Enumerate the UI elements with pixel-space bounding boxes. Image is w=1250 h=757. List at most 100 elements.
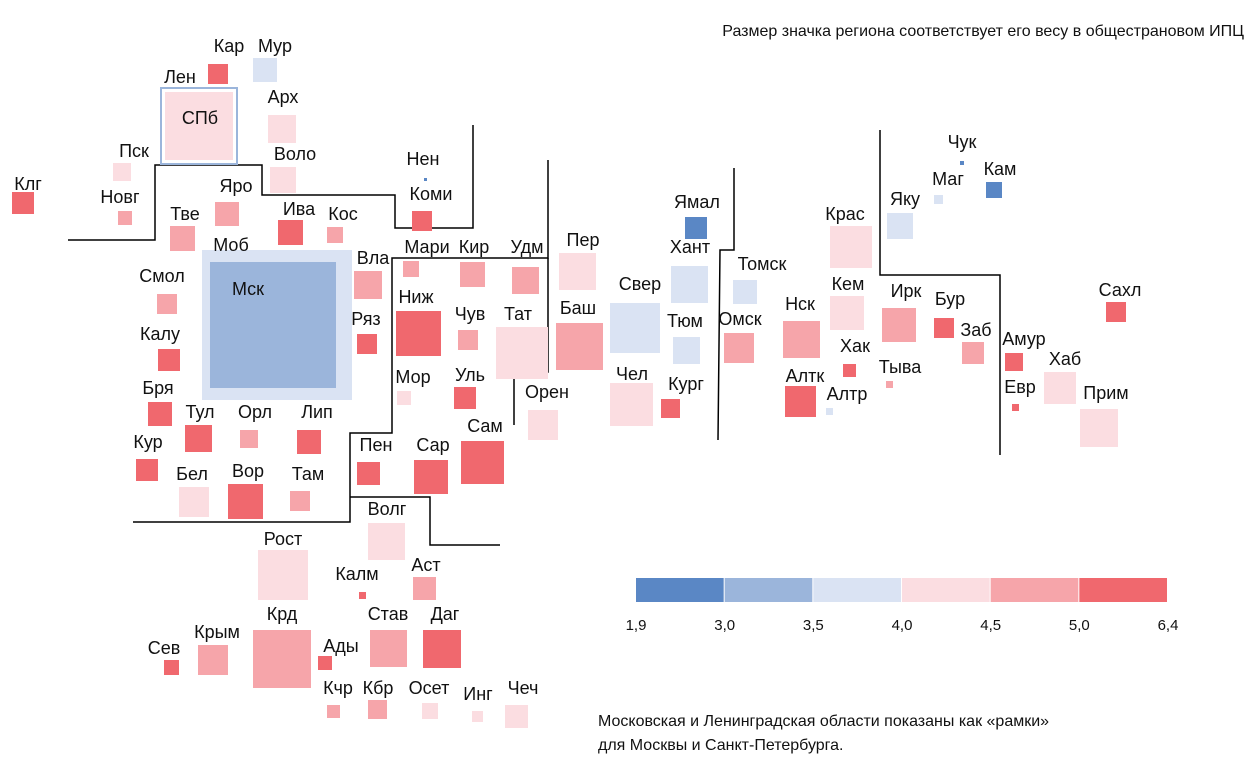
region-label: Чук bbox=[948, 132, 977, 152]
region-label: Хаб bbox=[1049, 349, 1081, 369]
region-label: Заб bbox=[960, 320, 991, 340]
region-label: Кир bbox=[459, 237, 490, 257]
region-square bbox=[496, 327, 548, 379]
region-square bbox=[1012, 404, 1019, 411]
region-square bbox=[934, 318, 954, 338]
region-label: Пер bbox=[567, 230, 600, 250]
region-square bbox=[270, 167, 296, 193]
region-label: Моб bbox=[213, 235, 249, 255]
region-square bbox=[986, 182, 1002, 198]
region-square bbox=[661, 399, 680, 418]
region-square bbox=[268, 115, 296, 143]
region-square bbox=[1044, 372, 1076, 404]
region-label: Кбр bbox=[363, 678, 394, 698]
region-label: Крым bbox=[194, 622, 240, 642]
region-label: Бур bbox=[935, 289, 965, 309]
region-label: Калм bbox=[335, 564, 378, 584]
region-label: Коми bbox=[410, 184, 453, 204]
region-square bbox=[258, 550, 308, 600]
region-square bbox=[290, 491, 310, 511]
region-label: Маг bbox=[932, 169, 964, 189]
region-label: Там bbox=[292, 464, 325, 484]
region-square bbox=[157, 294, 177, 314]
border bbox=[68, 125, 474, 241]
region-label: Чув bbox=[455, 304, 486, 324]
region-square bbox=[1080, 409, 1118, 447]
region-square bbox=[327, 227, 343, 243]
border bbox=[350, 496, 500, 546]
region-label: Калу bbox=[140, 324, 180, 344]
region-label: Крд bbox=[267, 604, 298, 624]
region-square bbox=[882, 308, 916, 342]
region-square bbox=[357, 462, 380, 485]
region-label: Мск bbox=[232, 279, 264, 299]
border bbox=[717, 168, 735, 441]
legend-swatch bbox=[636, 578, 724, 602]
region-square bbox=[472, 711, 483, 722]
region-label: Воло bbox=[274, 144, 316, 164]
region-square bbox=[461, 441, 504, 484]
region-square bbox=[354, 271, 382, 299]
region-label: Лип bbox=[301, 402, 333, 422]
region-label: Ады bbox=[323, 636, 358, 656]
region-square bbox=[412, 211, 432, 231]
region-label: СПб bbox=[182, 108, 218, 128]
region-label: Евр bbox=[1004, 377, 1036, 397]
region-square bbox=[368, 523, 405, 560]
region-label: Кем bbox=[832, 274, 865, 294]
region-square bbox=[733, 280, 757, 304]
footnote: для Москвы и Санкт-Петербурга. bbox=[598, 737, 844, 754]
region-square bbox=[253, 58, 277, 82]
region-square bbox=[118, 211, 132, 225]
region-label: Ирк bbox=[891, 281, 922, 301]
region-label: Новг bbox=[100, 187, 140, 207]
region-label: Тул bbox=[185, 402, 214, 422]
region-square bbox=[208, 64, 228, 84]
region-square bbox=[785, 386, 816, 417]
region-label: Прим bbox=[1083, 383, 1128, 403]
region-label: Свер bbox=[619, 274, 661, 294]
legend-tick-label: 6,4 bbox=[1158, 617, 1179, 634]
region-label: Тыва bbox=[879, 357, 923, 377]
region-square bbox=[556, 323, 603, 370]
region-square bbox=[512, 267, 539, 294]
region-label: Кур bbox=[133, 432, 162, 452]
region-label: Тюм bbox=[667, 311, 703, 331]
region-square bbox=[886, 381, 893, 388]
region-label: Бря bbox=[142, 378, 173, 398]
region-label: Осет bbox=[409, 678, 450, 698]
region-label: Вор bbox=[232, 461, 264, 481]
region-label: Алтк bbox=[786, 366, 825, 386]
region-square bbox=[165, 92, 233, 160]
region-label: Лен bbox=[164, 67, 196, 87]
region-square bbox=[826, 408, 833, 415]
region-label: Хант bbox=[670, 237, 710, 257]
region-label: Сам bbox=[467, 416, 503, 436]
region-label: Кчр bbox=[323, 678, 353, 698]
region-square bbox=[228, 484, 263, 519]
region-square bbox=[724, 333, 754, 363]
region-square bbox=[559, 253, 596, 290]
region-square bbox=[148, 402, 172, 426]
region-square bbox=[278, 220, 303, 245]
region-label: Мур bbox=[258, 36, 292, 56]
region-square bbox=[460, 262, 485, 287]
region-square bbox=[198, 645, 228, 675]
region-square bbox=[396, 311, 441, 356]
region-square bbox=[327, 705, 340, 718]
note: Размер значка региона соответствует его … bbox=[722, 23, 1244, 40]
region-label: Ямал bbox=[674, 192, 720, 212]
region-square bbox=[423, 630, 461, 668]
region-square bbox=[673, 337, 700, 364]
region-label: Кам bbox=[984, 159, 1017, 179]
region-label: Орен bbox=[525, 382, 569, 402]
region-label: Волг bbox=[368, 499, 407, 519]
region-square bbox=[136, 459, 158, 481]
region-label: Кар bbox=[214, 36, 245, 56]
legend-tick-label: 3,5 bbox=[803, 617, 824, 634]
region-square bbox=[297, 430, 321, 454]
region-label: Рост bbox=[264, 529, 302, 549]
region-square bbox=[413, 577, 436, 600]
region-label: Пен bbox=[360, 435, 393, 455]
